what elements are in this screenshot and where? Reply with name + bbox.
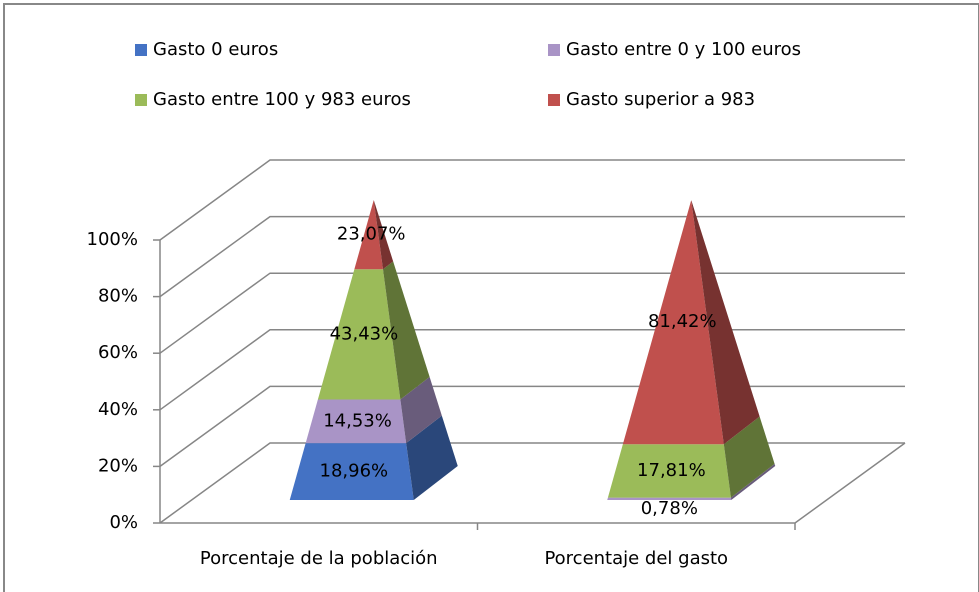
data-label: 23,07% (337, 224, 406, 245)
legend-marker (135, 94, 147, 106)
x-tick-label: Porcentaje del gasto (544, 548, 728, 569)
legend-label: Gasto entre 0 y 100 euros (566, 39, 801, 60)
data-label: 43,43% (330, 323, 399, 344)
chart-frame (3, 3, 979, 592)
y-tick-label: 100% (87, 229, 138, 250)
pyramid-segment (317, 269, 401, 400)
data-label: 0,78% (641, 498, 698, 519)
grid-line (159, 159, 905, 241)
x-tick-label: Porcentaje de la población (200, 548, 438, 569)
y-tick-label: 0% (109, 512, 138, 533)
legend-label: Gasto 0 euros (153, 39, 278, 60)
pyramid-segment (622, 199, 724, 445)
y-tick-label: 20% (98, 455, 138, 476)
legend-label: Gasto superior a 983 (566, 89, 755, 110)
y-tick-label: 40% (98, 399, 138, 420)
pyramid-side (400, 376, 442, 444)
pyramid-segment (289, 443, 414, 500)
pyramid-side (730, 463, 776, 500)
y-tick-label: 60% (98, 342, 138, 363)
pyramid-side (382, 261, 430, 400)
legend-marker (548, 44, 560, 56)
pyramid-segment (607, 444, 731, 498)
legend-label: Gasto entre 100 y 983 euros (153, 89, 411, 110)
data-label: 81,42% (648, 311, 717, 332)
data-label: 14,53% (323, 410, 392, 431)
data-label: 17,81% (637, 460, 706, 481)
legend-marker (548, 94, 560, 106)
pyramid-segment (607, 497, 732, 500)
pyramid-side (723, 416, 775, 498)
pyramid-side (406, 415, 458, 500)
pyramid-segment (354, 200, 383, 270)
data-label: 18,96% (320, 461, 389, 482)
y-tick-label: 80% (98, 286, 138, 307)
pyramid-segment (305, 399, 407, 444)
legend-marker (135, 44, 147, 56)
pyramid-side (373, 200, 394, 270)
pyramid-side (691, 199, 760, 445)
